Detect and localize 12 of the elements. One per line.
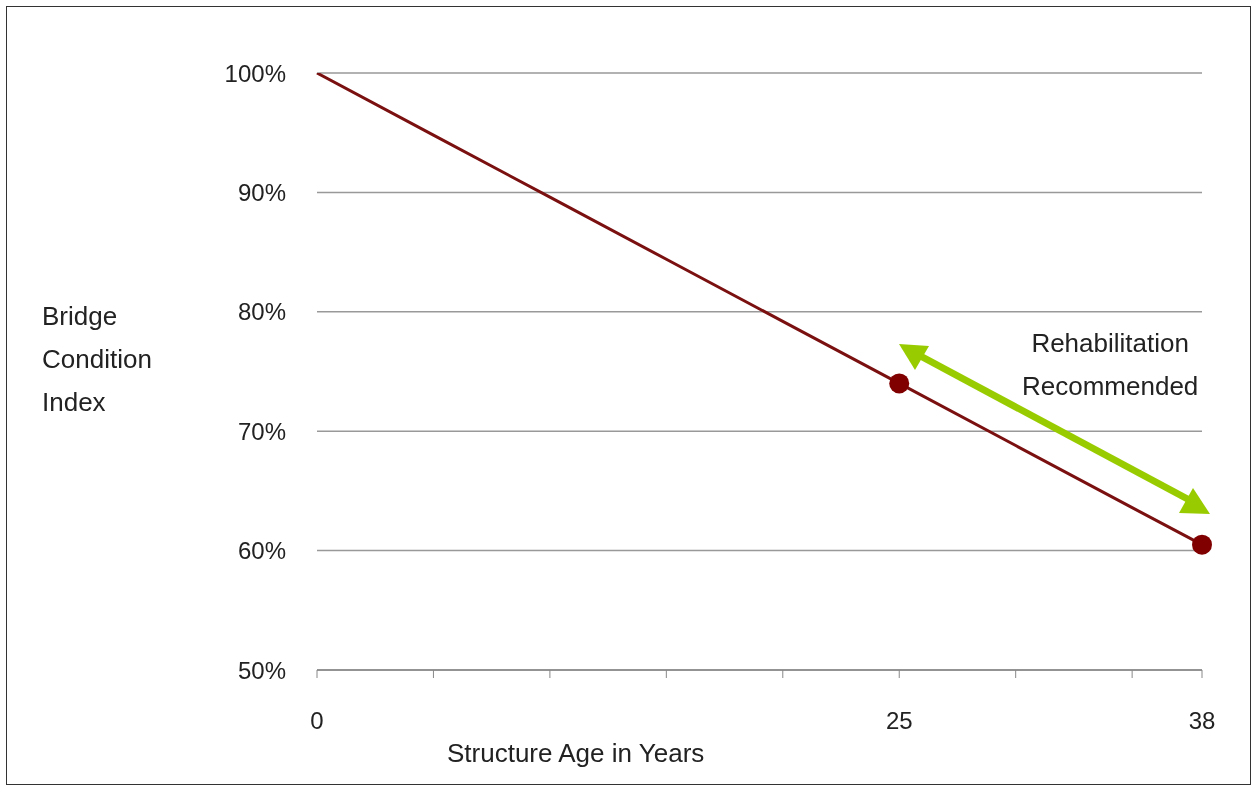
y-tick-label: 70% (237, 417, 286, 445)
annotation: Rehabilitation Recommended (1022, 327, 1199, 403)
x-axis-title: Structure Age in Years (447, 738, 705, 769)
y-tick-label: 80% (237, 298, 286, 326)
x-tick-label: 38 (1188, 707, 1216, 735)
y-tick-label: 50% (237, 656, 286, 684)
y-tick-label: 100% (224, 59, 286, 87)
y-axis-title: Bridge Condition Index (42, 300, 152, 419)
y-tick-label: 90% (237, 178, 286, 206)
x-tick-label: 0 (310, 707, 324, 735)
x-tick-label: 25 (885, 707, 913, 735)
y-tick-label: 60% (237, 537, 286, 565)
